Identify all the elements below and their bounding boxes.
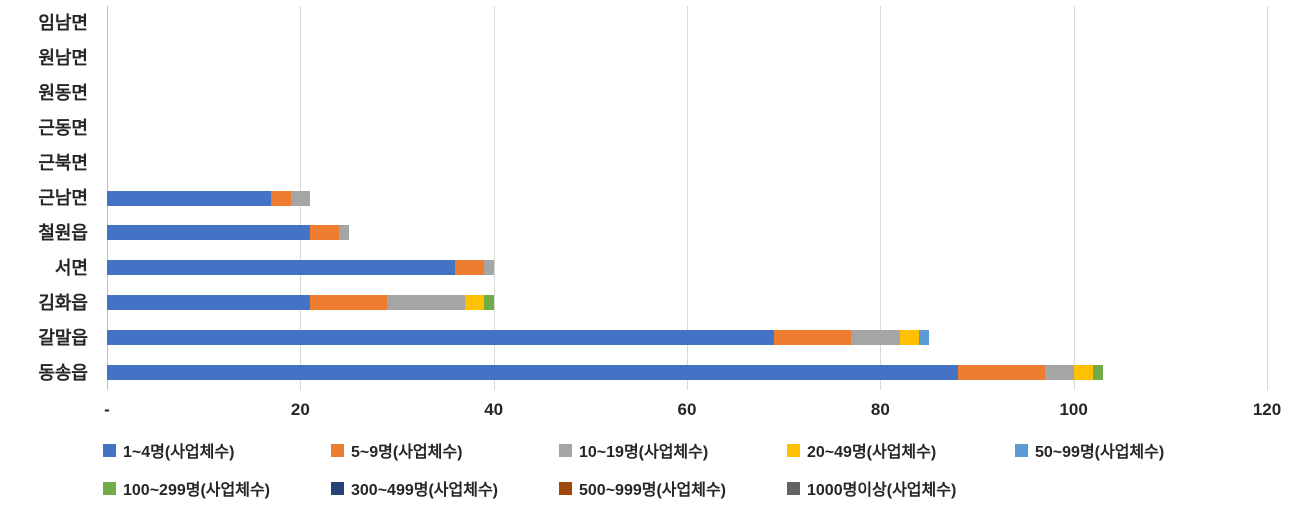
value-axis: - 20 40 60 80 100 120 — [0, 400, 1306, 424]
x-axis-tick-label: 100 — [1059, 400, 1088, 419]
legend-swatch-icon — [1015, 443, 1028, 457]
legend-item: 10~19명(사업체수) — [559, 438, 787, 462]
x-axis-tick-label: 20 — [290, 400, 310, 419]
y-axis-category-label: 서면 — [54, 257, 88, 278]
legend-label: 20~49명(사업체수) — [807, 444, 937, 461]
legend-item: 50~99명(사업체수) — [1015, 438, 1243, 462]
bar-segment — [107, 295, 310, 311]
bar-segment — [310, 295, 388, 311]
bar-segment — [107, 330, 774, 346]
bar-segment — [851, 330, 900, 346]
bar-segment — [339, 225, 349, 241]
x-axis-tick-label: 80 — [870, 400, 890, 419]
bar-row — [107, 86, 1267, 101]
legend-label: 1000명이상(사업체수) — [807, 482, 957, 499]
y-axis-category-label: 원남면 — [38, 48, 88, 69]
legend-item: 300~499명(사업체수) — [331, 476, 559, 500]
y-axis-category-label: 근동면 — [38, 118, 88, 139]
legend-row-2: 100~299명(사업체수) 300~499명(사업체수) 500~999명(사업체… — [103, 476, 1303, 500]
bar-segment — [484, 295, 494, 311]
legend-label: 1~4명(사업체수) — [123, 444, 235, 461]
bar-segment — [107, 190, 272, 206]
gridline — [1267, 6, 1268, 390]
gridline — [880, 6, 882, 390]
bar-row — [107, 330, 1267, 346]
legend: 1~4명(사업체수) 5~9명(사업체수) 10~19명(사업체수) 20~49명(사… — [103, 438, 1303, 514]
legend-label: 50~99명(사업체수) — [1035, 444, 1165, 461]
bar-segment — [107, 260, 455, 276]
bar-segment — [271, 190, 291, 206]
legend-swatch-icon — [103, 443, 116, 457]
legend-item: 100~299명(사업체수) — [103, 476, 331, 500]
y-axis-category-label: 김화읍 — [38, 292, 88, 313]
bar-segment — [290, 190, 310, 206]
y-axis-category-label: 철원읍 — [38, 222, 88, 243]
legend-swatch-icon — [331, 443, 344, 457]
legend-item: 5~9명(사업체수) — [331, 438, 559, 462]
legend-swatch-icon — [559, 481, 572, 495]
legend-label: 300~499명(사업체수) — [351, 482, 498, 499]
bar-row — [107, 365, 1267, 381]
y-axis-category-label: 동송읍 — [38, 362, 88, 383]
legend-item: 1000명이상(사업체수) — [787, 476, 1015, 500]
bar-segment — [310, 225, 339, 241]
legend-item: 1~4명(사업체수) — [103, 438, 331, 462]
x-axis-tick-label: - — [104, 400, 110, 419]
bar-segment — [1044, 365, 1074, 381]
bar-segment — [107, 225, 310, 241]
legend-swatch-icon — [331, 481, 344, 495]
bar-segment — [107, 365, 958, 381]
bar-row — [107, 260, 1267, 276]
bar-segment — [774, 330, 852, 346]
bar-segment — [455, 260, 484, 276]
bar-row — [107, 51, 1267, 66]
gridline — [493, 6, 495, 390]
legend-label: 5~9명(사업체수) — [351, 444, 463, 461]
bar-segment — [957, 365, 1045, 381]
bar-segment — [899, 330, 919, 346]
legend-label: 500~999명(사업체수) — [579, 482, 726, 499]
x-axis-tick-label: 60 — [677, 400, 697, 419]
legend-swatch-icon — [559, 443, 572, 457]
y-axis-category-label: 임남면 — [38, 13, 88, 34]
bar-segment — [919, 330, 929, 346]
y-axis-category-label: 근남면 — [38, 188, 88, 208]
legend-swatch-icon — [787, 443, 800, 457]
legend-swatch-icon — [103, 481, 116, 495]
bar-row — [107, 121, 1267, 136]
bar-row — [107, 190, 1267, 206]
legend-label: 10~19명(사업체수) — [579, 444, 709, 461]
plot-area — [107, 6, 1268, 390]
gridline — [1073, 6, 1075, 390]
bar-row — [107, 156, 1267, 171]
legend-label: 100~299명(사업체수) — [123, 482, 270, 499]
x-axis-tick-label: 40 — [484, 400, 504, 419]
bar-segment — [1073, 365, 1093, 381]
bar-row — [107, 295, 1267, 311]
bar-row — [107, 225, 1267, 241]
y-axis-category-label: 근북면 — [38, 153, 88, 174]
y-axis-category-label: 원동면 — [38, 83, 88, 104]
bar-row — [107, 16, 1267, 31]
legend-item: 20~49명(사업체수) — [787, 438, 1015, 462]
bar-segment — [464, 295, 484, 311]
bar-segment — [1093, 365, 1103, 381]
legend-swatch-icon — [787, 481, 800, 495]
x-axis-tick-label: 120 — [1252, 400, 1282, 419]
bar-segment — [387, 295, 465, 311]
gridline — [687, 6, 688, 390]
legend-row-1: 1~4명(사업체수) 5~9명(사업체수) 10~19명(사업체수) 20~49명(사… — [103, 438, 1303, 462]
bar-segment — [484, 260, 494, 276]
y-axis-category-label: 갈말읍 — [38, 327, 88, 348]
legend-item: 500~999명(사업체수) — [559, 476, 787, 500]
